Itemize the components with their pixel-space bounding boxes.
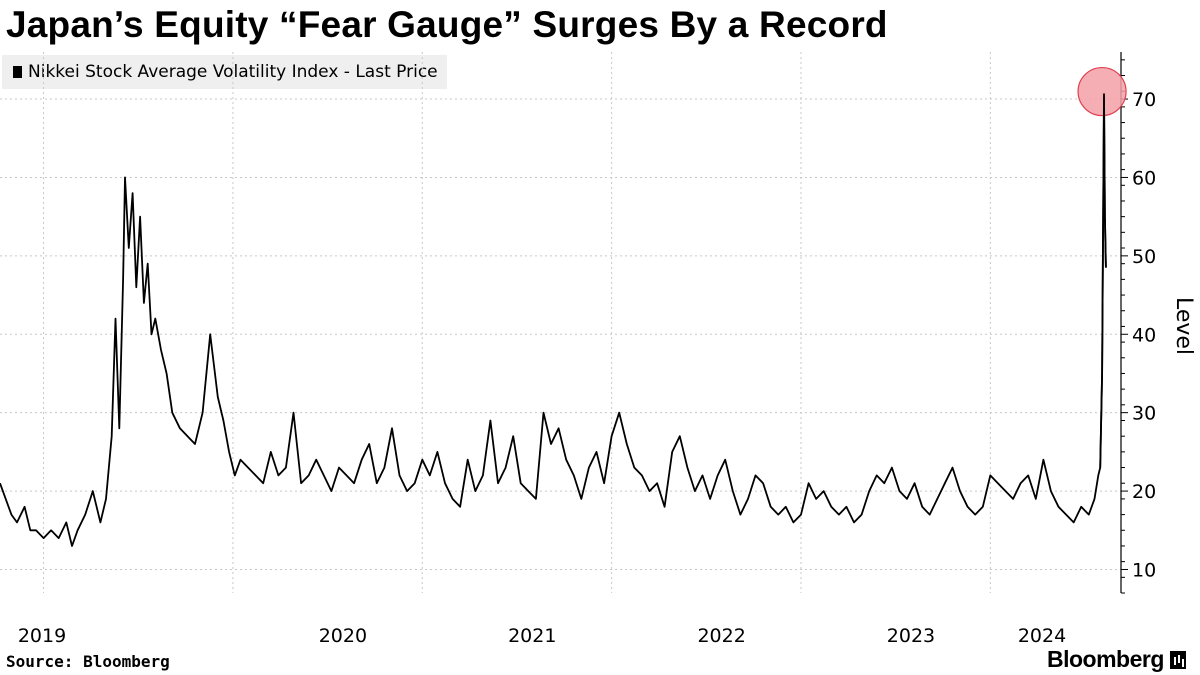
y-tick-label: 30 <box>1132 403 1156 425</box>
legend-swatch <box>13 66 22 78</box>
grid-lines <box>0 52 1121 593</box>
y-tick-label: 10 <box>1132 559 1156 581</box>
x-tick-label: 2019 <box>18 625 66 647</box>
y-tick-label: 20 <box>1132 481 1156 503</box>
x-tick-label: 2021 <box>508 625 556 647</box>
highlight-layer <box>1077 66 1127 468</box>
brand-wordmark: Bloomberg <box>1047 646 1164 672</box>
record-highlight-circle <box>1077 66 1127 117</box>
x-tick-label: 2022 <box>697 625 745 647</box>
chart-title: Japan’s Equity “Fear Gauge” Surges By a … <box>6 4 888 45</box>
series-line <box>0 92 1107 547</box>
source-note: Source: Bloomberg <box>6 652 170 671</box>
series-spike-overlay <box>1099 93 1107 468</box>
x-tick-label: 2023 <box>887 625 935 647</box>
y-tick-label: 50 <box>1132 246 1156 268</box>
series-layer <box>0 92 1107 547</box>
y-tick-label: 70 <box>1132 89 1156 111</box>
y-tick-label: 40 <box>1132 324 1156 346</box>
y-tick-label: 60 <box>1132 167 1156 189</box>
x-tick-label: 2024 <box>1018 625 1066 647</box>
axes: 10 20 30 40 50 60 70 2019 2020 2021 2022 2023 2024 <box>18 52 1156 647</box>
y-axis-label: Level <box>1171 297 1196 355</box>
brand-chart-icon <box>1169 650 1186 669</box>
brand-logo: Bloomberg <box>1047 646 1186 673</box>
x-tick-label: 2020 <box>319 625 367 647</box>
